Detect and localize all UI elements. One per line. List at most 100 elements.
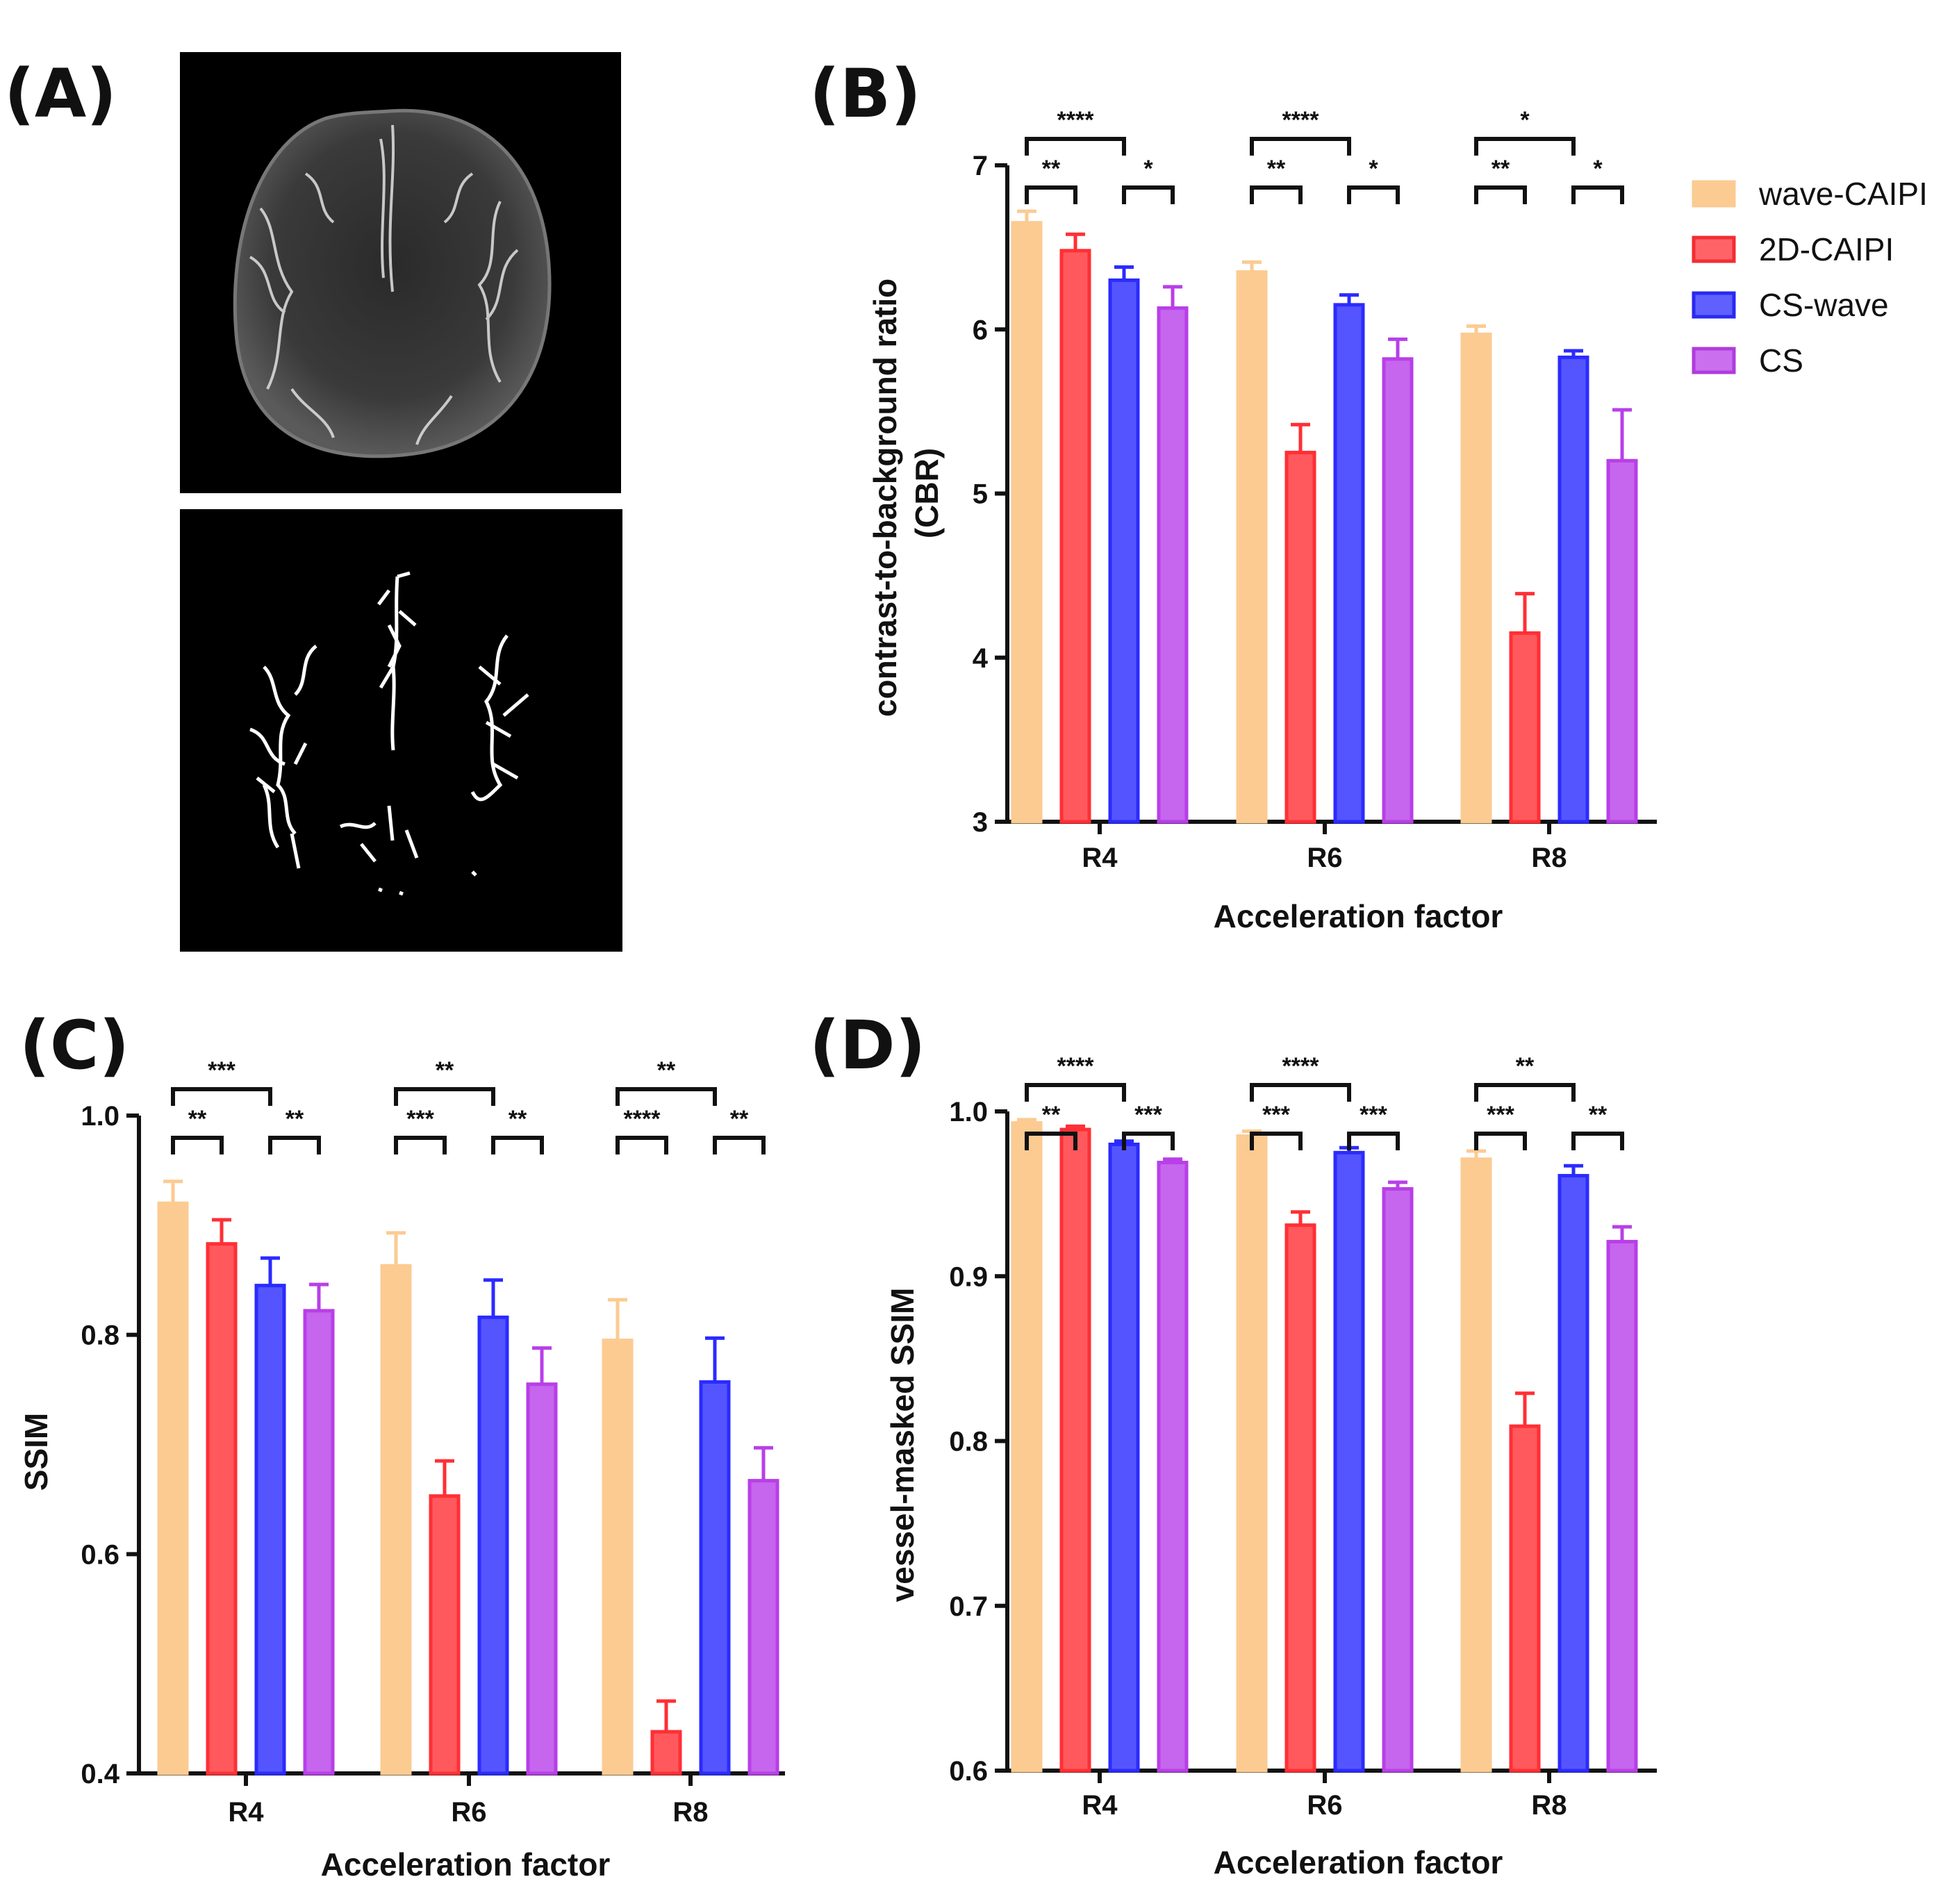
significance-bracket xyxy=(1250,1132,1303,1150)
y-axis-label-line1: contrast-to-background ratio xyxy=(867,279,903,717)
significance-label: ** xyxy=(1516,1053,1535,1079)
bar-2d-caipi-r4 xyxy=(1059,1127,1091,1773)
significance-label: *** xyxy=(1360,1102,1387,1128)
bar-2d-caipi-r4 xyxy=(206,1242,238,1775)
significance-label: * xyxy=(1593,156,1603,182)
significance-bracket xyxy=(1474,185,1527,204)
y-tick-label: 0.8 xyxy=(81,1321,119,1351)
bar-cs-r8 xyxy=(747,1479,779,1775)
panel-label-c: (C) xyxy=(19,1007,129,1084)
x-tick-label: R4 xyxy=(1082,843,1118,873)
significance-label: **** xyxy=(1282,107,1320,133)
x-axis-label: Acceleration factor xyxy=(1214,1844,1503,1880)
significance-label: ** xyxy=(1267,156,1286,182)
significance-bracket xyxy=(615,1136,668,1154)
chart-ssim: 0.40.60.81.0R4 R6 R8** ******** ******** ****… xyxy=(18,1057,785,1882)
significance-label: *** xyxy=(1487,1102,1514,1128)
bar-cs-wave-r8 xyxy=(699,1380,731,1775)
bar-cs-wave-r6 xyxy=(1333,303,1365,824)
x-tick-label: R8 xyxy=(1531,1790,1567,1821)
panel-label-b: (B) xyxy=(809,55,921,133)
significance-label: ** xyxy=(657,1057,676,1084)
bar-cs-r6 xyxy=(1382,1187,1414,1773)
bar-wave-caipi-r4 xyxy=(1011,221,1043,824)
bar-2d-caipi-r4 xyxy=(1059,249,1091,824)
bar-2d-caipi-r6 xyxy=(429,1494,461,1775)
y-tick-label: 5 xyxy=(973,479,988,510)
significance-bracket xyxy=(268,1136,321,1154)
x-tick-label: R4 xyxy=(228,1797,264,1828)
bar-wave-caipi-r6 xyxy=(1236,1134,1268,1773)
significance-label: ** xyxy=(286,1106,304,1132)
panel-label-a: (A) xyxy=(4,55,117,133)
significance-label: **** xyxy=(624,1106,661,1132)
y-axis-label: vessel-masked SSIM xyxy=(884,1288,920,1603)
y-tick-label: 0.6 xyxy=(949,1756,988,1787)
significance-bracket xyxy=(1250,137,1351,156)
bar-cs-r4 xyxy=(1157,1161,1189,1773)
chart-vessel-masked-ssim: 0.60.70.80.91.0R4 R6 R8** ********** *******… xyxy=(884,1053,1657,1880)
y-tick-label: 1.0 xyxy=(81,1101,119,1132)
y-axis-label: contrast-to-background ratio (CBR) xyxy=(867,270,945,717)
y-tick-label: 0.8 xyxy=(949,1427,988,1457)
x-tick-label: R8 xyxy=(672,1797,708,1828)
significance-bracket xyxy=(615,1087,717,1106)
y-tick-label: 0.6 xyxy=(81,1539,119,1570)
legend-item: wave-CAIPI xyxy=(1692,176,1928,212)
significance-bracket xyxy=(713,1136,766,1154)
bar-cs-r6 xyxy=(526,1382,558,1775)
significance-bracket xyxy=(1122,1132,1175,1150)
significance-bracket xyxy=(1474,1083,1576,1102)
x-tick-label: R6 xyxy=(451,1797,486,1828)
bar-cs-wave-r4 xyxy=(254,1284,286,1775)
significance-bracket xyxy=(1250,1083,1351,1102)
bar-cs-r4 xyxy=(1157,306,1189,824)
bar-wave-caipi-r8 xyxy=(1460,332,1492,824)
x-axis-label: Acceleration factor xyxy=(321,1846,611,1882)
x-tick-label: R8 xyxy=(1531,843,1567,873)
significance-label: ** xyxy=(730,1106,749,1132)
y-axis-label: SSIM xyxy=(18,1413,54,1491)
vessel-mask-image xyxy=(180,509,622,952)
panel-label-d: (D) xyxy=(809,1007,925,1084)
y-tick-label: 0.7 xyxy=(949,1591,988,1622)
bar-cs-wave-r6 xyxy=(477,1315,509,1775)
bar-cs-wave-r8 xyxy=(1557,1174,1589,1773)
significance-bracket xyxy=(1025,137,1126,156)
significance-label: * xyxy=(1520,107,1530,133)
bar-cs-r8 xyxy=(1606,1239,1638,1773)
bar-2d-caipi-r8 xyxy=(650,1730,682,1775)
bar-cs-r4 xyxy=(303,1309,335,1775)
mra-image xyxy=(180,52,621,493)
x-tick-label: R4 xyxy=(1082,1790,1118,1821)
legend-label: CS xyxy=(1759,342,1803,379)
significance-label: ** xyxy=(188,1106,207,1132)
significance-label: ** xyxy=(1589,1102,1608,1128)
significance-label: ** xyxy=(1492,156,1510,182)
y-tick-label: 6 xyxy=(973,315,988,345)
legend-swatch-wave-caipi xyxy=(1692,180,1736,208)
significance-bracket xyxy=(1025,1083,1126,1102)
significance-bracket xyxy=(1025,185,1077,204)
significance-label: ** xyxy=(509,1106,527,1132)
bar-cs-wave-r6 xyxy=(1333,1150,1365,1773)
x-tick-label: R6 xyxy=(1307,1790,1342,1821)
legend-swatch-cs xyxy=(1692,347,1736,374)
significance-bracket xyxy=(171,1087,272,1106)
y-tick-label: 0.4 xyxy=(81,1759,119,1789)
significance-label: **** xyxy=(1282,1053,1320,1079)
significance-label: *** xyxy=(208,1057,236,1084)
significance-label: * xyxy=(1369,156,1378,182)
significance-label: *** xyxy=(1134,1102,1162,1128)
legend-item: 2D-CAIPI xyxy=(1692,231,1894,267)
significance-label: *** xyxy=(1262,1102,1290,1128)
bar-wave-caipi-r8 xyxy=(1460,1157,1492,1773)
significance-bracket xyxy=(1347,1132,1400,1150)
legend-swatch-2d-caipi xyxy=(1692,235,1736,263)
significance-bracket xyxy=(1250,185,1303,204)
significance-bracket xyxy=(491,1136,544,1154)
significance-label: * xyxy=(1143,156,1153,182)
legend-item: CS-wave xyxy=(1692,287,1889,323)
bar-2d-caipi-r8 xyxy=(1509,631,1541,824)
significance-label: *** xyxy=(406,1106,434,1132)
